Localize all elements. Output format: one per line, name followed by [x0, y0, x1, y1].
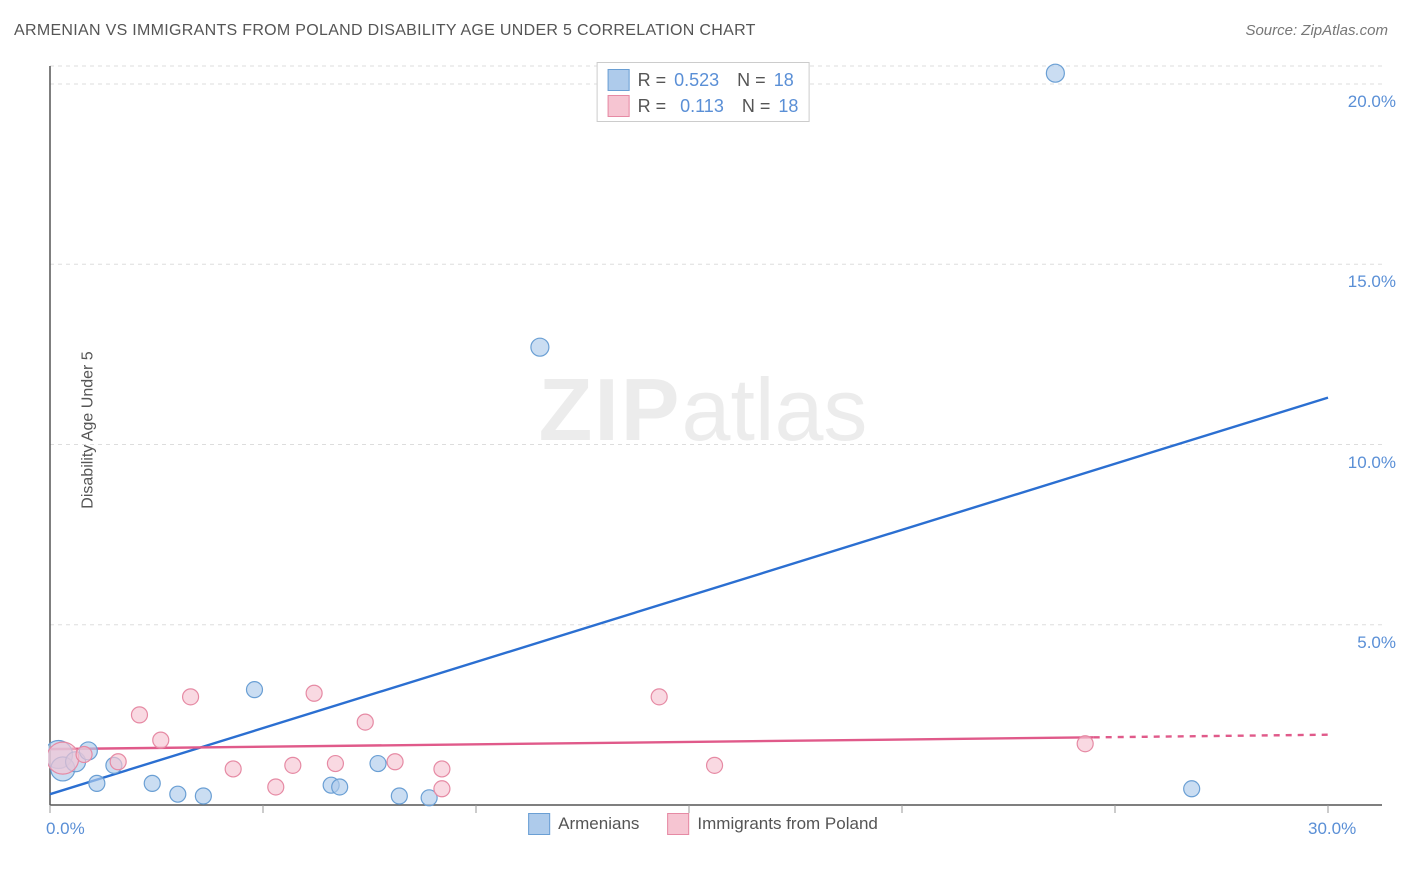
chart-container: ARMENIAN VS IMMIGRANTS FROM POLAND DISAB…	[0, 0, 1406, 892]
n-value-armenians: 18	[774, 67, 794, 93]
scatter-plot	[48, 60, 1388, 835]
x-tick-label: 30.0%	[1308, 819, 1356, 839]
r-value-poland: 0.113	[680, 93, 724, 119]
r-value-armenians: 0.523	[674, 67, 719, 93]
legend-label-poland: Immigrants from Poland	[697, 814, 877, 834]
y-tick-label: 20.0%	[1348, 92, 1396, 112]
n-value-poland: 18	[778, 93, 798, 119]
legend-item-armenians: Armenians	[528, 813, 639, 835]
stat-row-poland: R = 0.113 N = 18	[608, 93, 799, 119]
n-label: N =	[742, 93, 771, 119]
y-tick-label: 10.0%	[1348, 453, 1396, 473]
legend-label-armenians: Armenians	[558, 814, 639, 834]
y-tick-label: 15.0%	[1348, 272, 1396, 292]
legend-item-poland: Immigrants from Poland	[667, 813, 877, 835]
series-legend: Armenians Immigrants from Poland	[528, 813, 878, 835]
swatch-poland	[667, 813, 689, 835]
swatch-armenians	[608, 69, 630, 91]
swatch-poland	[608, 95, 630, 117]
r-label: R =	[638, 67, 667, 93]
y-tick-label: 5.0%	[1357, 633, 1396, 653]
x-tick-label: 0.0%	[46, 819, 85, 839]
swatch-armenians	[528, 813, 550, 835]
n-label: N =	[737, 67, 766, 93]
regression-stats-legend: R = 0.523 N = 18 R = 0.113 N = 18	[597, 62, 810, 122]
stat-row-armenians: R = 0.523 N = 18	[608, 67, 799, 93]
chart-title: ARMENIAN VS IMMIGRANTS FROM POLAND DISAB…	[14, 22, 756, 40]
r-label: R =	[638, 93, 667, 119]
source-attribution: Source: ZipAtlas.com	[1245, 22, 1388, 39]
